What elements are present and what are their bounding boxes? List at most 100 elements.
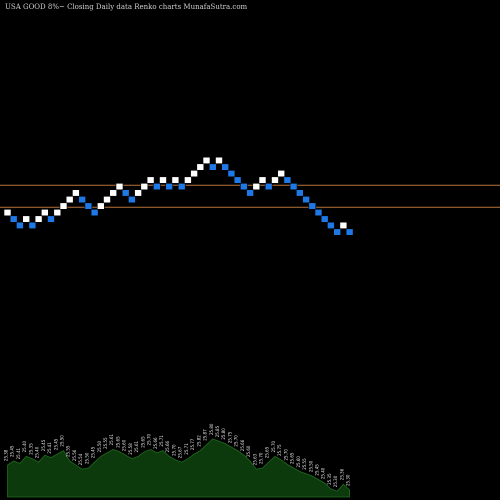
volume-label-27: 25.66 [165,440,170,452]
renko-brick-15-down [90,209,99,217]
volume-label-44: 25.70 [271,440,276,452]
renko-brick-23-up [140,183,149,191]
renko-brick-24-up [146,176,155,184]
volume-label-10: 25.50 [60,435,65,447]
renko-brick-46-down [283,176,292,184]
volume-label-3: 25.41 [16,447,21,459]
volume-label-36: 25.80 [221,428,226,440]
renko-brick-30-up [184,176,192,184]
renko-brick-42-up [258,176,267,184]
volume-label-15: 25.45 [91,446,96,458]
renko-brick-47-down [289,183,298,191]
renko-brick-49-down [302,196,310,204]
volume-label-56: 25.30 [346,474,351,486]
renko-brick-17-up [103,196,111,204]
renko-brick-21-down [128,196,136,204]
volume-label-13: 25.54 [78,453,83,465]
chart-title: USA GOOD 8%~ Closing Daily data Renko ch… [5,3,248,11]
volume-label-21: 25.58 [128,443,133,455]
volume-label-35: 25.85 [215,425,220,437]
renko-brick-37-down [227,170,236,178]
volume-label-37: 25.75 [227,431,232,443]
renko-brick-11-up [65,196,74,204]
renko-brick-27-down [165,183,173,191]
volume-label-25: 25.66 [153,437,158,449]
renko-brick-20-down [121,189,130,197]
renko-brick-53-down [327,221,335,229]
renko-brick-16-up [97,202,105,210]
renko-brick-33-up [202,156,211,164]
volume-label-11: 25.55 [66,445,71,457]
volume-label-20: 25.60 [122,439,127,451]
volume-label-29: 25.67 [178,446,183,458]
renko-brick-32-up [196,163,205,171]
renko-brick-8-down [47,215,55,223]
renko-brick-54-down [333,228,342,236]
renko-brick-43-down [264,183,273,191]
renko-brick-1-up [3,209,12,217]
volume-label-28: 25.70 [171,444,176,456]
renko-brick-56-down [345,228,354,236]
renko-brick-9-up [53,209,62,217]
volume-label-18: 25.61 [109,433,114,445]
volume-label-40: 25.60 [246,445,251,457]
volume-label-32: 25.82 [196,435,201,447]
renko-brick-18-up [109,189,117,197]
renko-brick-28-up [171,176,180,184]
volume-label-24: 25.70 [147,433,152,445]
volume-label-42: 25.70 [259,452,264,464]
renko-brick-13-down [78,196,86,204]
renko-brick-5-down [28,221,37,229]
volume-label-23: 25.65 [140,436,145,448]
volume-area-path [7,438,350,498]
renko-brick-48-down [295,189,304,197]
volume-label-49: 25.55 [302,458,307,470]
volume-label-26: 25.71 [159,435,164,447]
volume-label-48: 25.60 [296,456,301,468]
renko-brick-34-down [209,163,217,171]
volume-label-53: 25.35 [327,473,332,485]
volume-label-51: 25.45 [315,464,320,476]
volume-label-55: 25.36 [339,468,344,480]
volume-label-30: 25.71 [184,443,189,455]
volume-label-33: 25.87 [203,429,208,441]
renko-brick-36-down [221,163,229,171]
renko-brick-39-down [240,183,248,191]
renko-brick-35-up [215,156,223,164]
renko-brick-50-down [308,202,317,210]
volume-label-9: 25.45 [53,438,58,450]
volume-label-12: 25.56 [72,449,77,461]
volume-label-47: 25.65 [290,452,295,464]
renko-brick-25-down [153,183,161,191]
volume-label-43: 25.65 [265,446,270,458]
volume-area [7,438,350,498]
volume-label-17: 25.55 [103,437,108,449]
renko-brick-40-down [246,189,254,197]
renko-brick-7-up [40,209,49,217]
volume-label-1: 25.38 [4,449,9,461]
volume-label-22: 25.61 [134,440,139,452]
renko-brick-19-up [115,183,124,191]
renko-brick-14-down [84,202,93,210]
renko-brick-31-up [190,170,198,178]
volume-label-52: 25.40 [321,467,326,479]
volume-label-31: 25.77 [190,438,195,450]
volume-label-14: 25.50 [84,452,89,464]
volume-label-45: 25.75 [277,444,282,456]
volume-label-50: 25.50 [308,460,313,472]
volume-label-46: 25.70 [283,449,288,461]
volume-label-19: 25.65 [116,436,121,448]
volume-label-39: 25.66 [240,439,245,451]
renko-brick-3-down [16,221,24,229]
renko-brick-52-down [320,215,329,223]
volume-label-5: 25.35 [28,443,33,455]
renko-brick-38-down [233,176,242,184]
renko-brick-45-up [277,170,286,178]
renko-brick-26-up [159,176,167,184]
volume-label-2: 25.45 [10,445,15,457]
volume-label-34: 25.80 [209,423,214,435]
volume-label-8: 25.41 [47,442,52,454]
renko-brick-4-up [22,215,31,223]
